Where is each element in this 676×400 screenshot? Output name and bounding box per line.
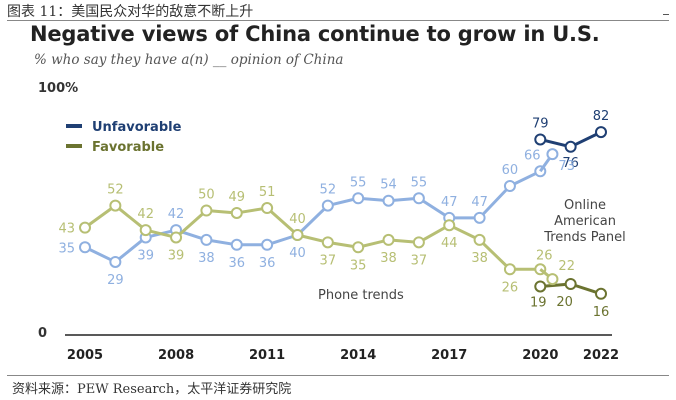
x-tick-label: 2008: [158, 348, 194, 363]
annotation-online-panel: Online: [564, 198, 606, 213]
data-label-unfavorable: 79: [532, 116, 549, 131]
x-tick-label: 2017: [431, 348, 467, 363]
chart-title: Negative views of China continue to grow…: [30, 22, 600, 46]
data-label-unfavorable: 54: [380, 178, 397, 193]
data-label-unfavorable: 76: [562, 156, 579, 171]
legend-label-unfavorable: Unfavorable: [92, 120, 182, 135]
x-tick-label: 2005: [67, 348, 103, 363]
y-tick-label: 100%: [38, 81, 78, 96]
data-label-favorable: 40: [289, 212, 306, 227]
data-point-favorable: [595, 287, 607, 300]
data-point-unfavorable: [109, 255, 122, 268]
data-point-unfavorable: [79, 241, 91, 254]
annotation-online-panel: American: [554, 214, 616, 229]
data-point-favorable: [230, 206, 243, 219]
data-point-unfavorable: [473, 211, 486, 224]
data-point-unfavorable: [412, 192, 425, 205]
data-point-favorable: [170, 231, 183, 244]
bridge-point-unfavorable: [546, 148, 559, 161]
x-tick-label: 2014: [340, 348, 376, 363]
bridge-point-favorable: [546, 273, 559, 286]
data-label-unfavorable: 55: [411, 175, 428, 190]
data-point-favorable: [200, 204, 213, 217]
data-label-unfavorable: 40: [289, 246, 306, 261]
data-label-unfavorable: 36: [259, 256, 276, 271]
data-point-favorable: [443, 219, 456, 232]
data-point-favorable: [352, 241, 365, 254]
data-point-unfavorable: [321, 199, 334, 212]
annotation-phone-trends: Phone trends: [318, 288, 404, 303]
data-label-favorable: 51: [259, 185, 276, 200]
data-label-favorable: 37: [320, 253, 337, 268]
annotation-online-panel: Trends Panel: [543, 230, 626, 245]
data-label-unfavorable: 36: [228, 256, 245, 271]
data-label-unfavorable: 60: [502, 163, 519, 178]
data-label-favorable: 26: [536, 248, 553, 263]
data-point-unfavorable: [261, 238, 274, 251]
legend-label-favorable: Favorable: [92, 140, 164, 155]
data-point-favorable: [412, 236, 425, 249]
header-mark: [663, 14, 669, 15]
data-label-unfavorable: 39: [137, 248, 154, 263]
x-tick-label: 2011: [249, 348, 285, 363]
data-label-favorable: 50: [198, 188, 215, 203]
data-label-favorable: 35: [350, 258, 367, 273]
data-point-favorable: [564, 278, 577, 290]
data-label-unfavorable: 82: [593, 109, 610, 124]
data-label-unfavorable: 42: [168, 207, 185, 222]
data-label-unfavorable: 38: [198, 251, 215, 266]
data-point-unfavorable: [595, 126, 607, 139]
data-point-favorable: [261, 202, 274, 215]
data-label-favorable: 37: [411, 253, 428, 268]
data-label-unfavorable: 66: [524, 148, 541, 163]
data-point-unfavorable: [534, 133, 547, 146]
chart-subtitle: % who say they have a(n) __ opinion of C…: [34, 52, 344, 68]
data-label-unfavorable: 52: [320, 183, 337, 198]
data-point-unfavorable: [382, 194, 395, 207]
data-label-unfavorable: 47: [441, 195, 458, 210]
bridge-label-favorable: 22: [558, 259, 575, 274]
data-point-unfavorable: [503, 180, 516, 192]
figure-caption: 图表 11：美国民众对华的敌意不断上升: [7, 4, 254, 20]
data-label-favorable: 16: [593, 305, 610, 320]
data-label-unfavorable: 29: [107, 273, 124, 288]
data-label-favorable: 20: [556, 295, 573, 310]
y-tick-label: 0: [38, 326, 47, 341]
data-label-favorable: 38: [380, 251, 397, 266]
data-label-favorable: 49: [228, 190, 245, 205]
data-label-favorable: 43: [58, 222, 75, 237]
data-label-favorable: 42: [137, 207, 154, 222]
data-point-favorable: [109, 199, 122, 212]
source-note: 资料来源：PEW Research，太平洋证券研究院: [12, 382, 292, 397]
data-point-favorable: [503, 263, 516, 276]
x-tick-label: 2020: [522, 348, 558, 363]
data-point-favorable: [473, 233, 486, 246]
data-label-favorable: 39: [168, 248, 185, 263]
data-label-favorable: 38: [471, 251, 488, 266]
x-tick-label: 2022: [583, 348, 619, 363]
data-label-unfavorable: 35: [58, 241, 75, 256]
data-point-unfavorable: [230, 238, 243, 251]
data-label-favorable: 26: [502, 280, 519, 295]
bridge-label-unfavorable: 73: [558, 159, 575, 174]
series-line-favorable: [84, 204, 541, 271]
data-label-favorable: 44: [441, 236, 458, 251]
data-point-favorable: [321, 236, 334, 249]
header-divider: [7, 20, 669, 21]
data-point-unfavorable: [200, 233, 213, 246]
data-point-favorable: [79, 221, 91, 234]
data-point-favorable: [534, 280, 547, 293]
data-label-favorable: 52: [107, 183, 124, 198]
data-point-favorable: [139, 224, 152, 237]
data-point-favorable: [291, 229, 304, 241]
data-point-unfavorable: [352, 192, 365, 205]
data-label-unfavorable: 47: [471, 195, 488, 210]
data-point-favorable: [382, 233, 395, 246]
data-point-unfavorable: [564, 140, 577, 153]
footer-divider: [7, 375, 669, 376]
data-label-unfavorable: 55: [350, 175, 367, 190]
data-label-favorable: 19: [530, 295, 547, 310]
